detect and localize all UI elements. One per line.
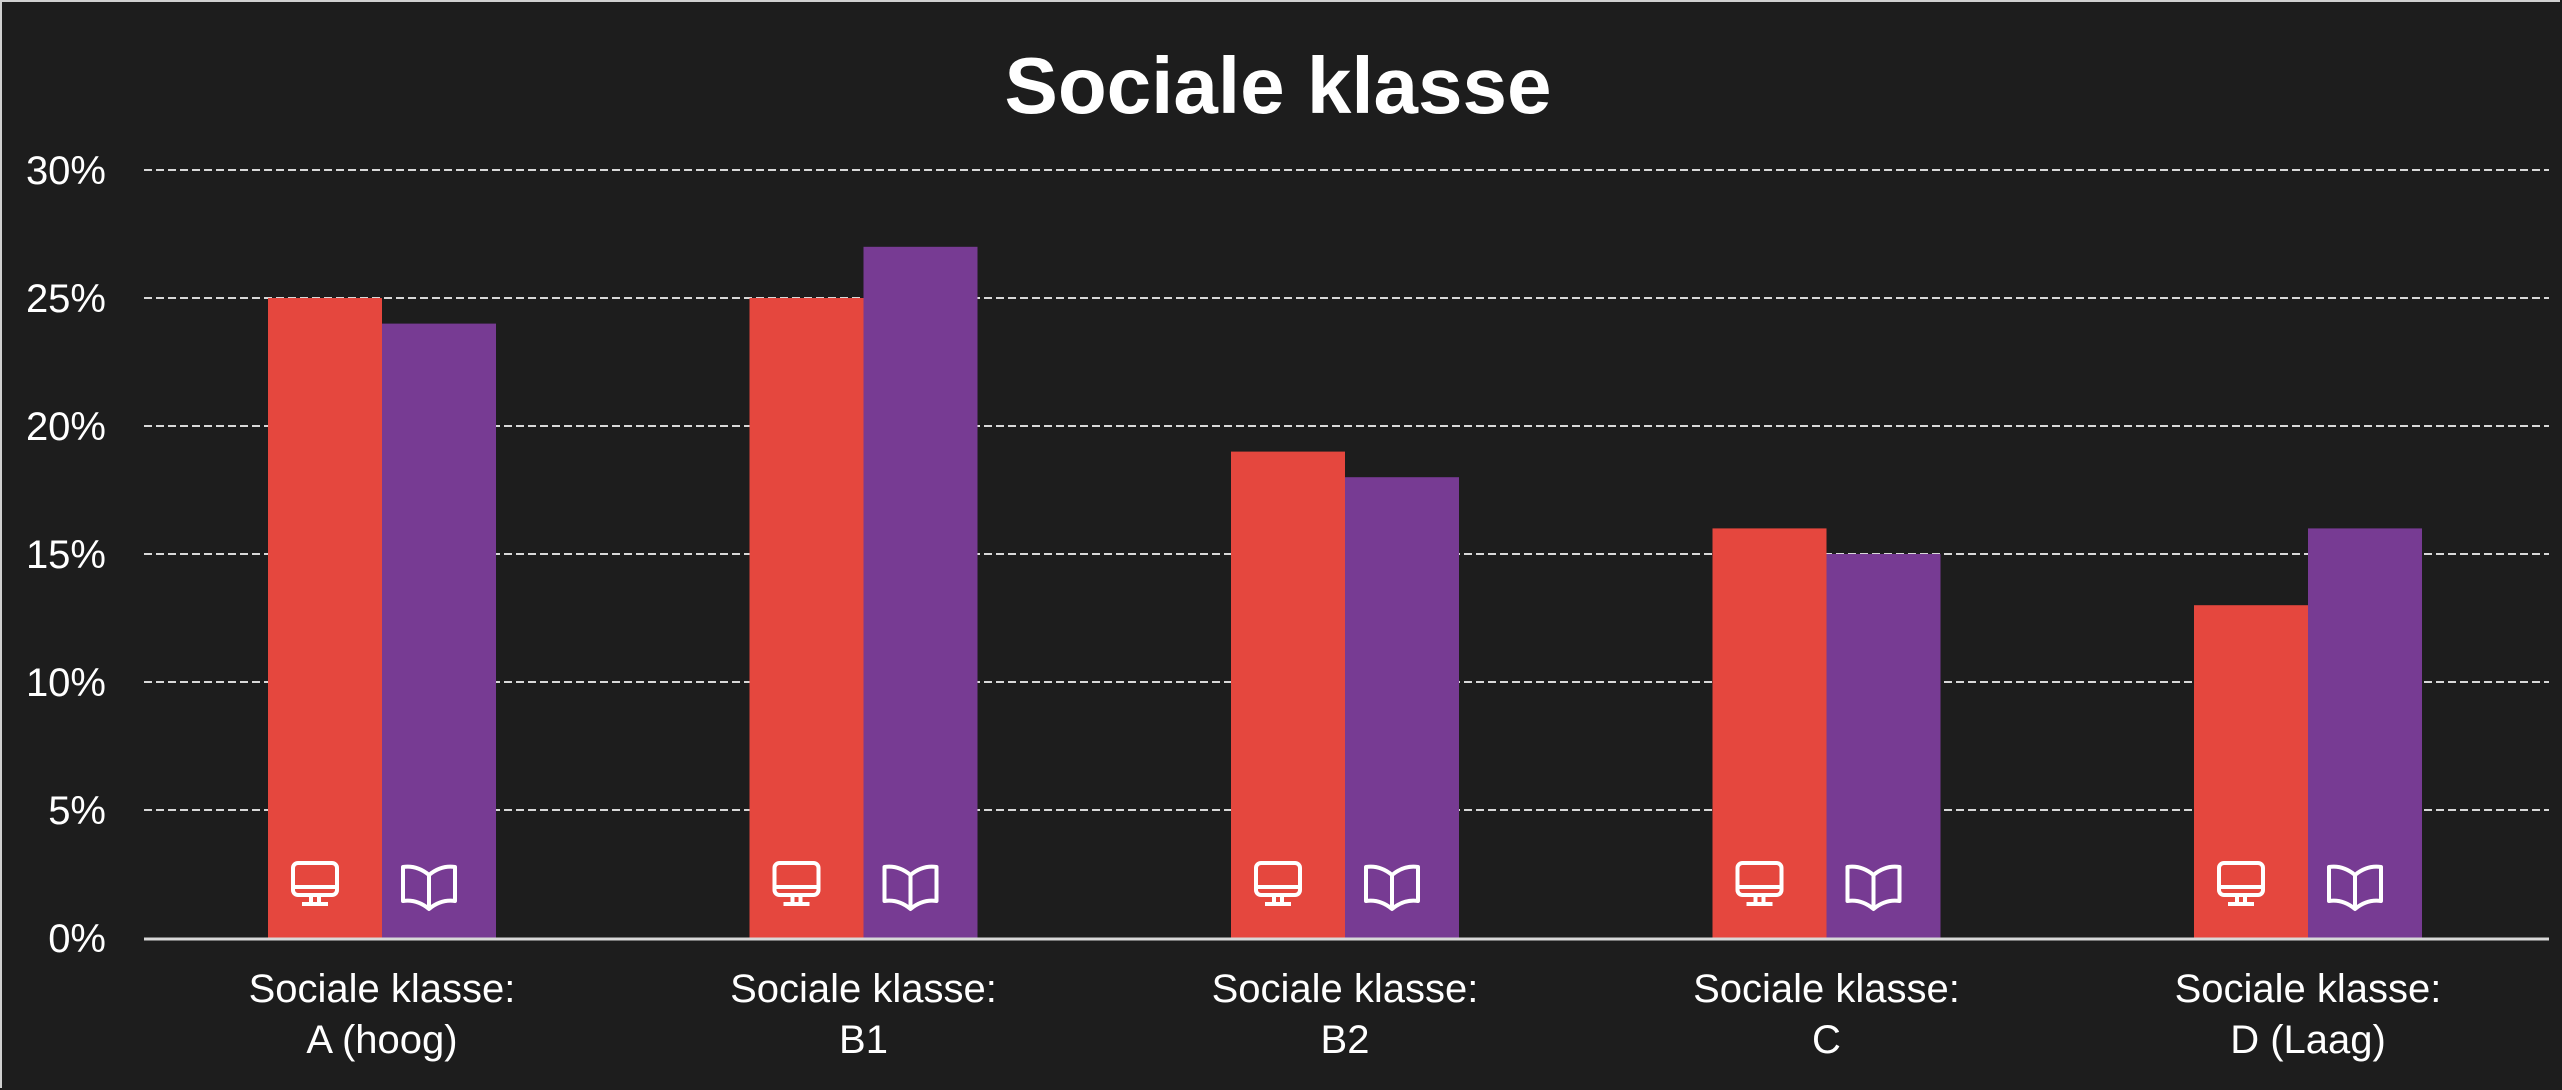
bar: [863, 246, 978, 939]
x-category-label: D (Laag): [2230, 1018, 2386, 1062]
bar: [749, 298, 864, 938]
monitor-icon: [772, 861, 821, 906]
x-category-label: C: [1812, 1018, 1841, 1062]
y-tick-label: 5%: [48, 789, 106, 833]
x-category-label: Sociale klasse:: [1212, 967, 1479, 1011]
y-tick-label: 20%: [26, 405, 106, 449]
open-book-icon: [882, 864, 939, 911]
y-tick-label: 0%: [48, 917, 106, 961]
y-tick-label: 10%: [26, 661, 106, 705]
open-book-icon: [1845, 864, 1902, 911]
y-tick-label: 15%: [26, 533, 106, 577]
x-category-label: Sociale klasse:: [2175, 967, 2442, 1011]
bar: [268, 298, 382, 938]
x-category-label: B2: [1321, 1018, 1370, 1062]
monitor-icon: [291, 861, 339, 906]
y-tick-label: 25%: [26, 277, 106, 321]
y-tick-label: 30%: [26, 149, 106, 193]
bar: [1231, 451, 1345, 938]
bar: [2194, 605, 2308, 938]
x-category-label: Sociale klasse:: [1693, 967, 1960, 1011]
monitor-icon: [1254, 861, 1302, 906]
bar: [1712, 528, 1827, 938]
bar: [2308, 528, 2422, 938]
bars: [268, 246, 2422, 939]
x-category-label: A (hoog): [306, 1018, 457, 1062]
open-book-icon: [2327, 864, 2383, 911]
axis: 0% 5% 10% 15% 20% 25% 30% Sociale klasse: A (hoo…: [26, 149, 2549, 1062]
x-category-label: Sociale klasse:: [730, 967, 997, 1011]
open-book-icon: [1364, 864, 1420, 911]
x-category-label: B1: [839, 1018, 888, 1062]
monitor-icon: [1735, 861, 1784, 906]
open-book-icon: [401, 864, 457, 911]
chart-title: Sociale klasse: [1004, 41, 1551, 130]
bar: [382, 323, 496, 939]
bar: [1826, 554, 1941, 938]
x-category-label: Sociale klasse:: [249, 967, 516, 1011]
bar: [1345, 477, 1459, 938]
monitor-icon: [2217, 861, 2265, 906]
